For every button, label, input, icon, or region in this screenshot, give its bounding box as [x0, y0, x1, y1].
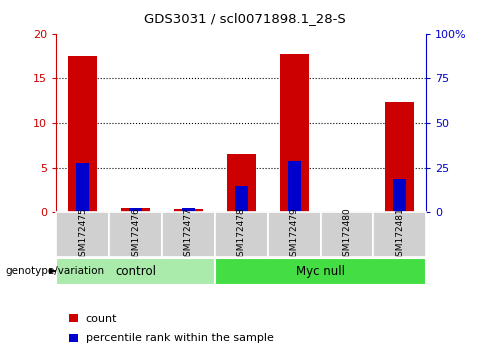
Text: genotype/variation: genotype/variation: [5, 266, 104, 276]
Bar: [393, 179, 407, 212]
Bar: [320, 212, 373, 257]
Text: GSM172481: GSM172481: [395, 207, 404, 262]
Bar: [215, 258, 426, 285]
Text: GSM172475: GSM172475: [78, 207, 87, 262]
Text: percentile rank within the sample: percentile rank within the sample: [86, 333, 273, 343]
Bar: [268, 212, 320, 257]
Text: count: count: [86, 314, 117, 324]
Text: GSM172480: GSM172480: [343, 207, 351, 262]
Bar: [56, 212, 109, 257]
Bar: [235, 185, 248, 212]
Text: GSM172476: GSM172476: [131, 207, 140, 262]
Text: GDS3031 / scl0071898.1_28-S: GDS3031 / scl0071898.1_28-S: [144, 12, 346, 25]
Bar: [385, 102, 415, 212]
Bar: [341, 211, 354, 212]
Bar: [162, 212, 215, 257]
Bar: [174, 209, 203, 212]
Bar: [69, 334, 78, 342]
Text: GSM172479: GSM172479: [290, 207, 299, 262]
Bar: [56, 258, 215, 285]
Bar: [76, 163, 89, 212]
Bar: [288, 161, 301, 212]
Bar: [215, 212, 268, 257]
Text: control: control: [115, 264, 156, 278]
Bar: [129, 208, 142, 212]
Text: GSM172477: GSM172477: [184, 207, 193, 262]
Bar: [227, 154, 256, 212]
Text: Myc null: Myc null: [296, 264, 345, 278]
Text: GSM172478: GSM172478: [237, 207, 246, 262]
Bar: [109, 212, 162, 257]
Bar: [373, 212, 426, 257]
Bar: [68, 56, 98, 212]
Bar: [182, 209, 195, 212]
Bar: [280, 54, 309, 212]
Bar: [121, 208, 150, 212]
Bar: [69, 314, 78, 322]
